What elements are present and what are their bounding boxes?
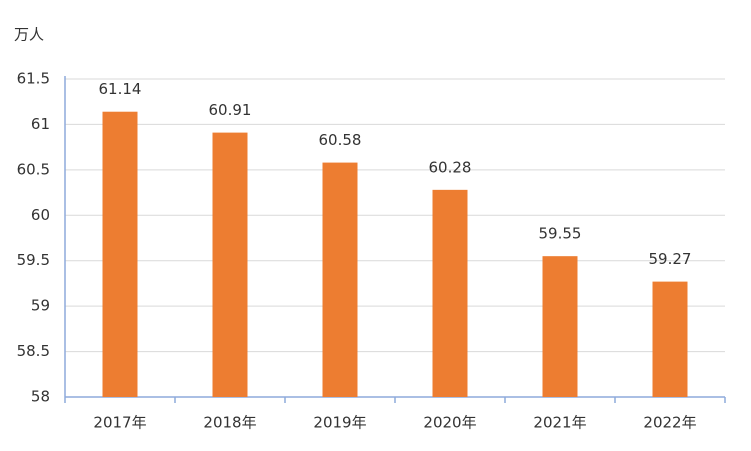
y-tick-label: 58.5: [17, 342, 50, 360]
data-label: 60.91: [209, 101, 252, 119]
bar: [102, 111, 138, 398]
y-axis-label: 万人: [14, 26, 44, 44]
y-tick-label: 59.5: [17, 251, 50, 269]
data-label: 60.28: [429, 158, 472, 176]
y-tick-label: 58: [31, 388, 50, 406]
y-tick-label: 59: [31, 297, 50, 315]
y-tick-label: 60.5: [17, 160, 50, 178]
bar: [322, 162, 358, 397]
x-tick-label: 2020年: [423, 414, 476, 432]
y-tick-label: 61: [31, 115, 50, 133]
x-tick-label: 2019年: [313, 414, 366, 432]
data-label: 59.55: [539, 225, 582, 243]
x-tick-label: 2017年: [93, 414, 146, 432]
y-tick-label: 61.5: [17, 70, 50, 88]
bar: [542, 256, 578, 397]
x-tick-label: 2021年: [533, 414, 586, 432]
bar: [212, 132, 248, 397]
data-label: 59.27: [649, 250, 692, 268]
bar: [652, 281, 688, 397]
y-tick-label: 60: [31, 206, 50, 224]
x-tick-label: 2018年: [203, 414, 256, 432]
bar: [432, 189, 468, 397]
data-label: 60.58: [319, 131, 362, 149]
x-tick-label: 2022年: [643, 414, 696, 432]
data-label: 61.14: [99, 80, 142, 98]
